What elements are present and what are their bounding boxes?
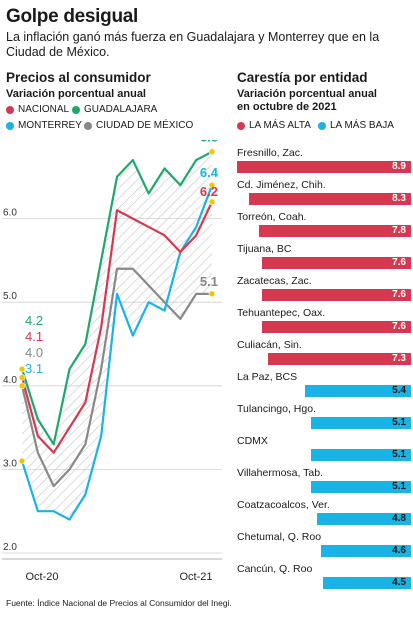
- bar-category-label: Zacatecas, Zac.: [237, 275, 312, 287]
- bar-category-label: Tulancingo, Hgo.: [237, 403, 316, 415]
- legend-nacional-label: NACIONAL: [18, 104, 70, 115]
- bar-category-label: Coatzacoalcos, Ver.: [237, 499, 330, 511]
- series-line: [20, 150, 213, 446]
- bar: [262, 257, 411, 269]
- legend-cdmx-label: CIUDAD DE MÉXICO: [96, 120, 194, 131]
- end-label: 6.4: [200, 165, 219, 180]
- bar: [311, 449, 411, 461]
- end-marker: [208, 290, 216, 298]
- bar: [311, 481, 411, 493]
- bar-category-label: La Paz, BCS: [237, 371, 298, 383]
- bar-chart-subtitle-1: Variación porcentual anual: [237, 88, 377, 100]
- bar: [268, 353, 411, 365]
- start-label: 4.2: [25, 313, 43, 328]
- bar-value-label: 8.3: [392, 193, 406, 204]
- end-label: 5.1: [200, 274, 218, 289]
- end-label: 6.2: [200, 184, 218, 199]
- bar-category-label: Torreón, Coah.: [237, 211, 307, 223]
- legend-guadalajara: GUADALAJARA: [72, 104, 157, 115]
- bar-value-label: 5.4: [392, 385, 406, 396]
- y-tick-label: 3.0: [3, 458, 17, 469]
- nacional-dot-icon: [6, 105, 14, 114]
- x-tick-label: Oct-21: [179, 571, 212, 583]
- start-marker: [18, 382, 26, 390]
- bar-category-label: Fresnillo, Zac.: [237, 147, 303, 159]
- bar-category-label: Tijuana, BC: [237, 243, 292, 255]
- series-line: [20, 267, 212, 488]
- bar-category-label: Tehuantepec, Oax.: [237, 307, 326, 319]
- y-tick-label: 6.0: [3, 208, 17, 219]
- legend-nacional: NACIONAL: [6, 104, 69, 115]
- source-note: Fuente: Índice Nacional de Precios al Co…: [6, 598, 232, 608]
- legend-high: LA MÁS ALTA: [237, 120, 311, 131]
- bar-category-label: Chetumal, Q. Roo: [237, 531, 322, 543]
- end-marker: [208, 148, 216, 156]
- page-title: Golpe desigual: [6, 6, 138, 27]
- bar-value-label: 4.8: [392, 513, 406, 524]
- legend-monterrey-label: MONTERREY: [18, 120, 82, 131]
- low-dot-icon: [318, 121, 326, 130]
- legend-guadalajara-label: GUADALAJARA: [84, 104, 158, 115]
- start-marker: [18, 374, 26, 381]
- legend-monterrey: MONTERREY: [6, 120, 82, 131]
- monterrey-dot-icon: [6, 121, 14, 130]
- end-marker: [208, 198, 216, 206]
- bar: [321, 545, 411, 557]
- bar-value-label: 5.1: [392, 417, 406, 428]
- bar: [323, 577, 411, 589]
- end-marker: [208, 181, 216, 189]
- bar-chart-subtitle-2: en octubre de 2021: [237, 101, 337, 113]
- bar: [262, 321, 411, 333]
- y-tick-label: 4.0: [3, 375, 17, 386]
- bar-category-label: Villahermosa, Tab.: [237, 467, 323, 479]
- line-chart-subtitle: Variación porcentual anual: [6, 88, 146, 100]
- legend-low: LA MÁS BAJA: [318, 120, 394, 131]
- end-label: 6.8: [200, 140, 218, 145]
- bar: [249, 193, 411, 205]
- bar: [317, 513, 411, 525]
- bar-value-label: 5.1: [392, 481, 406, 492]
- bar-value-label: 7.8: [392, 225, 406, 236]
- bar: [311, 417, 411, 429]
- bar-value-label: 7.6: [392, 257, 406, 268]
- cdmx-dot-icon: [84, 121, 92, 130]
- legend-low-label: LA MÁS BAJA: [330, 120, 394, 131]
- bar: [237, 161, 411, 173]
- range-area: [22, 151, 212, 520]
- bar-category-label: Culiacán, Sin.: [237, 339, 302, 351]
- start-label: 4.1: [25, 329, 43, 344]
- start-marker: [18, 457, 26, 465]
- bar: [262, 289, 411, 301]
- bar: [305, 385, 411, 397]
- bar-value-label: 7.6: [392, 289, 406, 300]
- bar-chart-title: Carestía por entidad: [237, 70, 368, 85]
- bar-category-label: Cancún, Q. Roo: [237, 563, 313, 575]
- bar-value-label: 4.5: [392, 577, 406, 588]
- bar: [259, 225, 411, 237]
- bar-value-label: 7.6: [392, 321, 406, 332]
- bar-value-label: 5.1: [392, 449, 406, 460]
- bar-value-label: 7.3: [392, 353, 406, 364]
- page-subtitle: La inflación ganó más fuerza en Guadalaj…: [6, 30, 380, 59]
- bar-value-label: 8.9: [392, 161, 406, 172]
- guadalajara-dot-icon: [72, 105, 80, 114]
- start-label: 3.1: [25, 361, 43, 376]
- legend-high-label: LA MÁS ALTA: [249, 120, 311, 131]
- legend-cdmx: CIUDAD DE MÉXICO: [84, 120, 193, 131]
- start-label: 4.0: [25, 345, 43, 360]
- start-marker: [18, 365, 26, 373]
- bar-category-label: Cd. Jiménez, Chih.: [237, 179, 326, 191]
- x-tick-label: Oct-20: [25, 571, 58, 583]
- bar-category-label: CDMX: [237, 435, 268, 447]
- line-chart-title: Precios al consumidor: [6, 70, 151, 85]
- high-dot-icon: [237, 121, 245, 130]
- y-tick-label: 5.0: [3, 291, 17, 302]
- y-tick-label: 2.0: [3, 542, 17, 553]
- series-line: [20, 201, 213, 454]
- bar-value-label: 4.6: [392, 545, 406, 556]
